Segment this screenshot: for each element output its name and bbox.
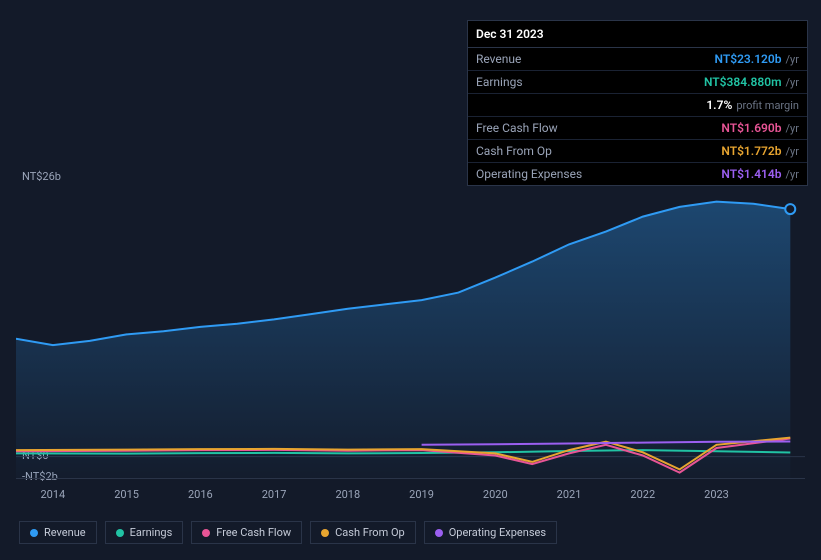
series-area-revenue — [16, 202, 790, 478]
legend-item-earnings[interactable]: Earnings — [105, 521, 184, 544]
legend-dot — [435, 529, 443, 537]
legend-item-operating-expenses[interactable]: Operating Expenses — [424, 521, 557, 544]
tooltip-label: Revenue — [476, 52, 521, 66]
data-marker — [785, 204, 795, 214]
plot-svg — [16, 178, 805, 478]
tooltip-label: Earnings — [476, 75, 523, 89]
x-tick-label: 2015 — [114, 488, 139, 501]
x-tick-label: 2019 — [409, 488, 434, 501]
x-tick-label: 2016 — [188, 488, 213, 501]
x-tick-label: 2022 — [630, 488, 655, 501]
legend-item-revenue[interactable]: Revenue — [19, 521, 97, 544]
tooltip-row: 1.7% profit margin — [468, 94, 807, 117]
tooltip-row: Free Cash Flow NT$1.690b/yr — [468, 117, 807, 140]
tooltip-number: NT$1.772b — [721, 144, 781, 158]
legend-label: Earnings — [130, 526, 173, 539]
legend-dot — [202, 529, 210, 537]
tooltip-number: NT$1.690b — [721, 121, 781, 135]
legend-item-cash-from-op[interactable]: Cash From Op — [310, 521, 416, 544]
chart-container: Dec 31 2023 RevenueNT$23.120b/yrEarnings… — [0, 0, 821, 560]
tooltip-label: Free Cash Flow — [476, 121, 558, 135]
tooltip-number: NT$384.880m — [704, 75, 782, 89]
x-tick-label: 2020 — [483, 488, 508, 501]
x-tick-label: 2017 — [262, 488, 287, 501]
tooltip-unit: profit margin — [736, 99, 799, 112]
legend: Revenue Earnings Free Cash Flow Cash From O… — [19, 521, 557, 544]
legend-dot — [321, 529, 329, 537]
legend-item-free-cash-flow[interactable]: Free Cash Flow — [191, 521, 302, 544]
x-tick-label: 2014 — [40, 488, 65, 501]
legend-label: Cash From Op — [335, 526, 405, 539]
tooltip-number: 1.7% — [706, 98, 732, 112]
plot-area[interactable] — [16, 178, 805, 479]
chart-area: NT$26bNT$0-NT$2b 20142015201620172018201… — [16, 158, 805, 503]
tooltip-value: NT$1.690b/yr — [721, 121, 799, 135]
tooltip-row: Revenue NT$23.120b/yr — [468, 48, 807, 71]
tooltip-row: Earnings NT$384.880m/yr — [468, 71, 807, 94]
tooltip-unit: /yr — [786, 145, 799, 158]
tooltip-label: Cash From Op — [476, 144, 552, 158]
tooltip-value: NT$384.880m/yr — [704, 75, 799, 89]
tooltip-unit: /yr — [786, 76, 799, 89]
tooltip-number: NT$23.120b — [715, 52, 782, 66]
tooltip-unit: /yr — [786, 122, 799, 135]
tooltip-value: 1.7% profit margin — [706, 98, 799, 112]
x-tick-label: 2021 — [557, 488, 582, 501]
x-tick-label: 2018 — [335, 488, 360, 501]
legend-label: Revenue — [44, 526, 86, 539]
tooltip-date: Dec 31 2023 — [468, 21, 807, 48]
tooltip-value: NT$1.772b/yr — [721, 144, 799, 158]
legend-dot — [30, 529, 38, 537]
legend-dot — [116, 529, 124, 537]
x-tick-label: 2023 — [704, 488, 729, 501]
legend-label: Free Cash Flow — [216, 526, 291, 539]
legend-label: Operating Expenses — [449, 526, 546, 539]
tooltip-unit: /yr — [786, 53, 799, 66]
tooltip-value: NT$23.120b/yr — [715, 52, 799, 66]
